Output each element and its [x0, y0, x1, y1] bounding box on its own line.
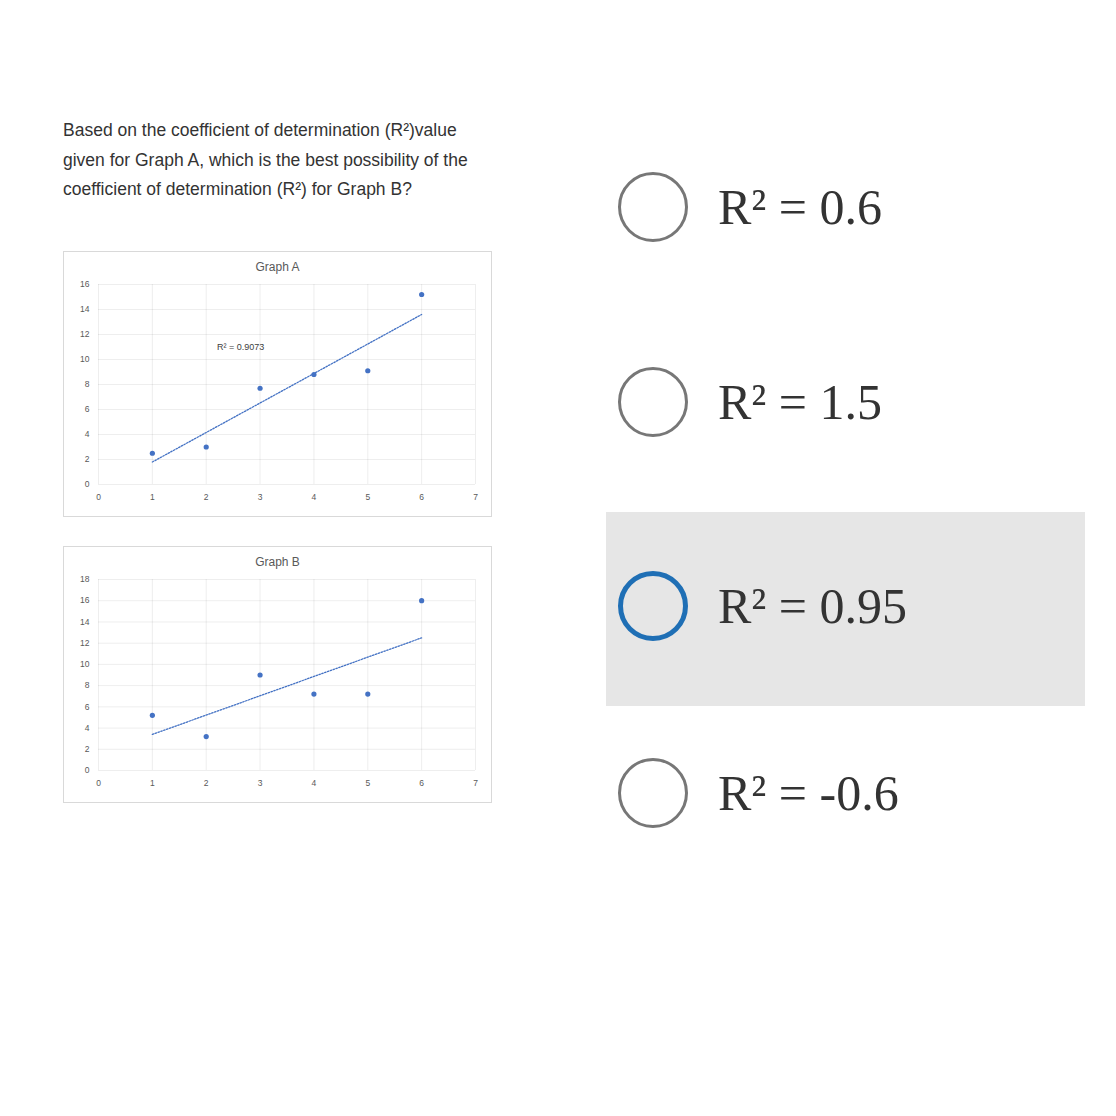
html-text:Based on the coefficient of de: Based on the coefficient of determinatio… [63, 120, 468, 199]
svg-text:6: 6 [419, 778, 424, 788]
svg-text:5: 5 [365, 778, 370, 788]
html-text:R² = 0.6: R² = 0.6 [718, 179, 882, 236]
html-text:R² = -0.6: R² = -0.6 [718, 765, 899, 822]
svg-text:8: 8 [85, 680, 90, 690]
svg-text:4: 4 [85, 723, 90, 733]
svg-text:2: 2 [85, 454, 90, 464]
svg-text:2: 2 [204, 778, 209, 788]
svg-text:6: 6 [85, 702, 90, 712]
svg-text:5: 5 [365, 492, 370, 502]
svg-text:3: 3 [258, 492, 263, 502]
html-text:R² = 0.95: R² = 0.95 [718, 578, 907, 635]
svg-text:10: 10 [80, 659, 90, 669]
svg-text:7: 7 [473, 778, 478, 788]
svg-text:18: 18 [80, 574, 90, 584]
svg-text:4: 4 [85, 429, 90, 439]
svg-text:1: 1 [150, 778, 155, 788]
svg-text:14: 14 [80, 617, 90, 627]
html-text:Graph B: Graph B [255, 555, 300, 569]
svg-text:4: 4 [312, 492, 317, 502]
html-text:R² = 1.5: R² = 1.5 [718, 374, 882, 431]
html-text:Graph A: Graph A [255, 260, 300, 274]
svg-text:10: 10 [80, 354, 90, 364]
svg-text:0: 0 [85, 765, 90, 775]
svg-text:14: 14 [80, 304, 90, 314]
svg-text:6: 6 [85, 404, 90, 414]
svg-text:7: 7 [473, 492, 478, 502]
svg-text:2: 2 [204, 492, 209, 502]
svg-text:2: 2 [85, 744, 90, 754]
svg-text:3: 3 [258, 778, 263, 788]
svg-text:0: 0 [85, 479, 90, 489]
svg-text:0: 0 [96, 778, 101, 788]
svg-text:8: 8 [85, 379, 90, 389]
svg-text:16: 16 [80, 279, 90, 289]
svg-text:R² = 0.9073: R² = 0.9073 [217, 342, 264, 352]
svg-text:12: 12 [80, 329, 90, 339]
svg-text:0: 0 [96, 492, 101, 502]
svg-text:4: 4 [312, 778, 317, 788]
svg-text:1: 1 [150, 492, 155, 502]
svg-text:6: 6 [419, 492, 424, 502]
svg-text:16: 16 [80, 595, 90, 605]
svg-text:12: 12 [80, 638, 90, 648]
